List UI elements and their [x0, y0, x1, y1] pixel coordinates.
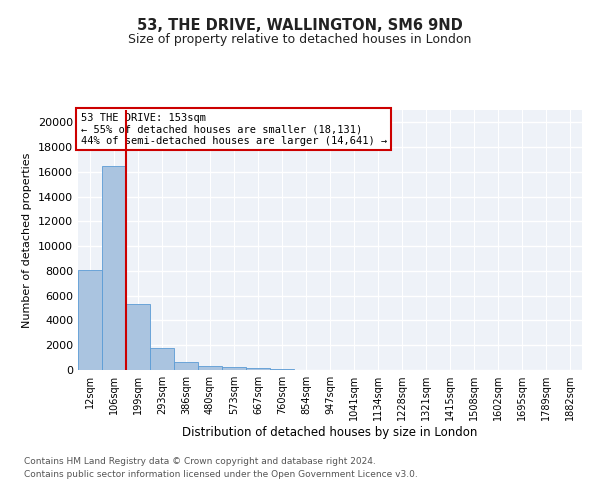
Text: Contains public sector information licensed under the Open Government Licence v3: Contains public sector information licen…	[24, 470, 418, 479]
Text: 53, THE DRIVE, WALLINGTON, SM6 9ND: 53, THE DRIVE, WALLINGTON, SM6 9ND	[137, 18, 463, 32]
Bar	[102, 166, 126, 370]
Bar	[150, 348, 174, 370]
Bar	[198, 366, 222, 370]
Bar	[174, 362, 198, 370]
Text: 53 THE DRIVE: 153sqm
← 55% of detached houses are smaller (18,131)
44% of semi-d: 53 THE DRIVE: 153sqm ← 55% of detached h…	[80, 112, 387, 146]
Text: Size of property relative to detached houses in London: Size of property relative to detached ho…	[128, 32, 472, 46]
Text: Contains HM Land Registry data © Crown copyright and database right 2024.: Contains HM Land Registry data © Crown c…	[24, 458, 376, 466]
Bar	[222, 367, 246, 370]
Bar	[78, 270, 102, 370]
X-axis label: Distribution of detached houses by size in London: Distribution of detached houses by size …	[182, 426, 478, 439]
Bar	[270, 369, 294, 370]
Bar	[246, 368, 270, 370]
Y-axis label: Number of detached properties: Number of detached properties	[22, 152, 32, 328]
Bar	[126, 304, 150, 370]
